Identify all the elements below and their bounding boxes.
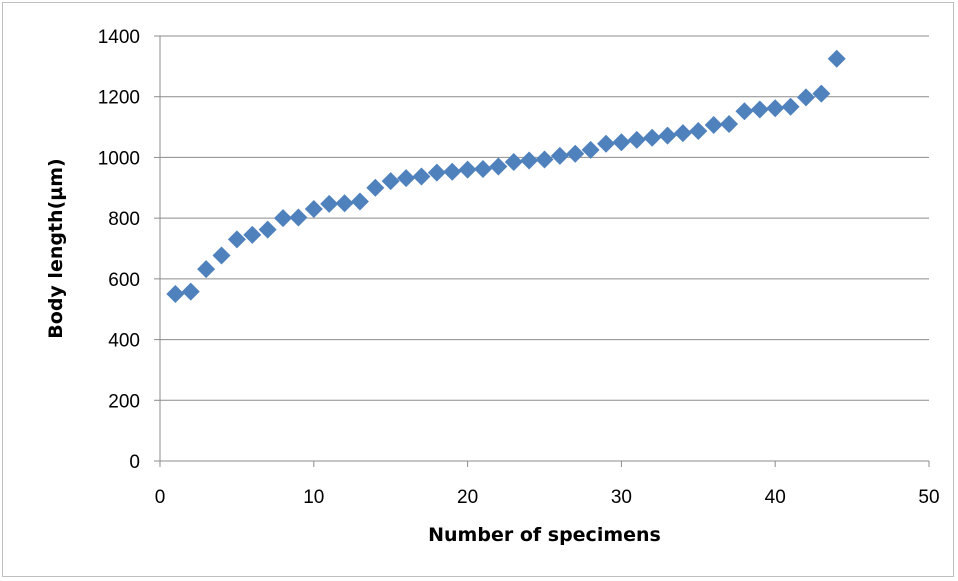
data-point (274, 209, 293, 228)
data-point (212, 246, 231, 265)
data-point (704, 115, 723, 134)
data-point (489, 157, 508, 176)
data-point (627, 130, 646, 149)
axes (159, 36, 930, 467)
data-point (381, 172, 400, 191)
data-point (320, 194, 339, 213)
x-tick-label: 40 (765, 487, 786, 508)
data-point (350, 192, 369, 211)
data-point (443, 162, 462, 181)
data-point (520, 151, 539, 170)
y-tick-label: 800 (108, 209, 140, 230)
data-point (689, 122, 708, 141)
data-point (181, 282, 200, 301)
data-point (766, 99, 785, 118)
x-tick-label: 0 (155, 487, 166, 508)
y-tick-label: 200 (108, 391, 140, 412)
data-point (796, 88, 815, 107)
data-point (427, 163, 446, 182)
y-tick-label: 1000 (98, 148, 140, 169)
data-point (412, 167, 431, 186)
data-point (781, 97, 800, 116)
data-point (535, 150, 554, 169)
data-point (227, 230, 246, 249)
data-point (827, 49, 846, 68)
data-point (243, 225, 262, 244)
data-point (197, 260, 216, 279)
x-tick-label: 30 (611, 487, 632, 508)
x-tick-label: 10 (303, 487, 324, 508)
data-point (335, 194, 354, 213)
y-tick-label: 400 (108, 331, 140, 352)
data-point (658, 126, 677, 145)
data-point (473, 159, 492, 178)
x-tick-label: 20 (457, 487, 478, 508)
data-point (581, 140, 600, 159)
data-point (397, 169, 416, 188)
y-tick-label: 0 (129, 452, 140, 473)
data-point (597, 134, 616, 153)
gridlines (154, 35, 929, 462)
data-point (720, 115, 739, 134)
data-point (289, 208, 308, 227)
data-point (504, 152, 523, 171)
data-point (550, 146, 569, 165)
data-point (643, 128, 662, 147)
data-point (735, 102, 754, 121)
data-point (258, 220, 277, 239)
data-point (166, 285, 185, 304)
y-tick-label: 600 (108, 270, 140, 291)
data-point (812, 84, 831, 103)
y-tick-label: 1400 (98, 27, 140, 48)
x-axis-title: Number of specimens (428, 524, 661, 546)
data-point (366, 178, 385, 197)
y-axis-title: Body length(µm) (45, 158, 67, 338)
data-point (458, 160, 477, 179)
data-point (566, 144, 585, 163)
data-point (612, 133, 631, 152)
y-tick-labels: 0 200 400 600 800 1000 1200 1400 (98, 27, 140, 473)
x-tick-label: 50 (918, 487, 939, 508)
y-tick-label: 1200 (98, 88, 140, 109)
data-points (166, 49, 846, 304)
x-tick-labels: 0 10 20 30 40 50 (155, 487, 940, 508)
data-point (304, 200, 323, 219)
data-point (673, 124, 692, 143)
data-point (750, 100, 769, 119)
